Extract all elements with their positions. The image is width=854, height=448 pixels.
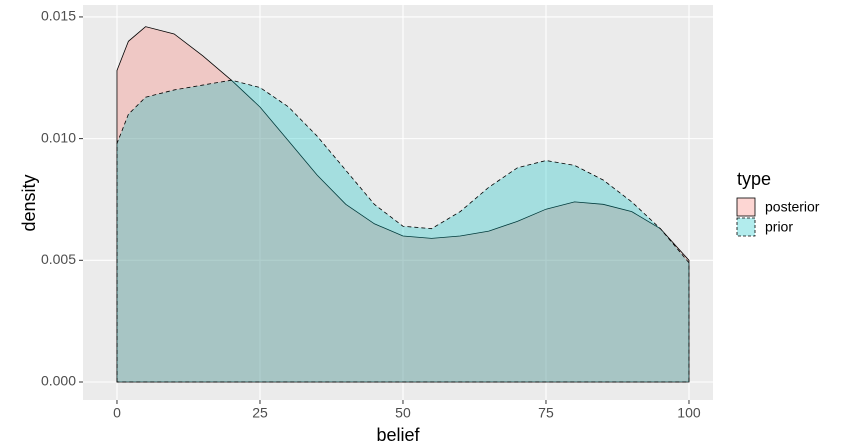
legend-title: type (737, 169, 771, 189)
x-tick-label: 75 (538, 405, 554, 421)
x-tick-label: 25 (252, 405, 268, 421)
x-tick-label: 100 (677, 405, 701, 421)
y-tick-label: 0.015 (41, 8, 76, 24)
y-tick-label: 0.000 (41, 373, 76, 389)
density-area (116, 79, 690, 383)
legend-key (736, 197, 756, 217)
density-area (116, 26, 690, 383)
x-tick-label: 0 (113, 405, 121, 421)
x-axis-label: belief (376, 425, 420, 445)
panel (83, 5, 713, 400)
y-tick-label: 0.010 (41, 129, 76, 145)
legend-label: posterior (765, 199, 820, 215)
y-axis-label: density (19, 174, 39, 231)
legend-key (736, 217, 756, 237)
legend-label: prior (765, 219, 793, 235)
x-tick-label: 50 (395, 405, 411, 421)
y-tick-label: 0.005 (41, 251, 76, 267)
